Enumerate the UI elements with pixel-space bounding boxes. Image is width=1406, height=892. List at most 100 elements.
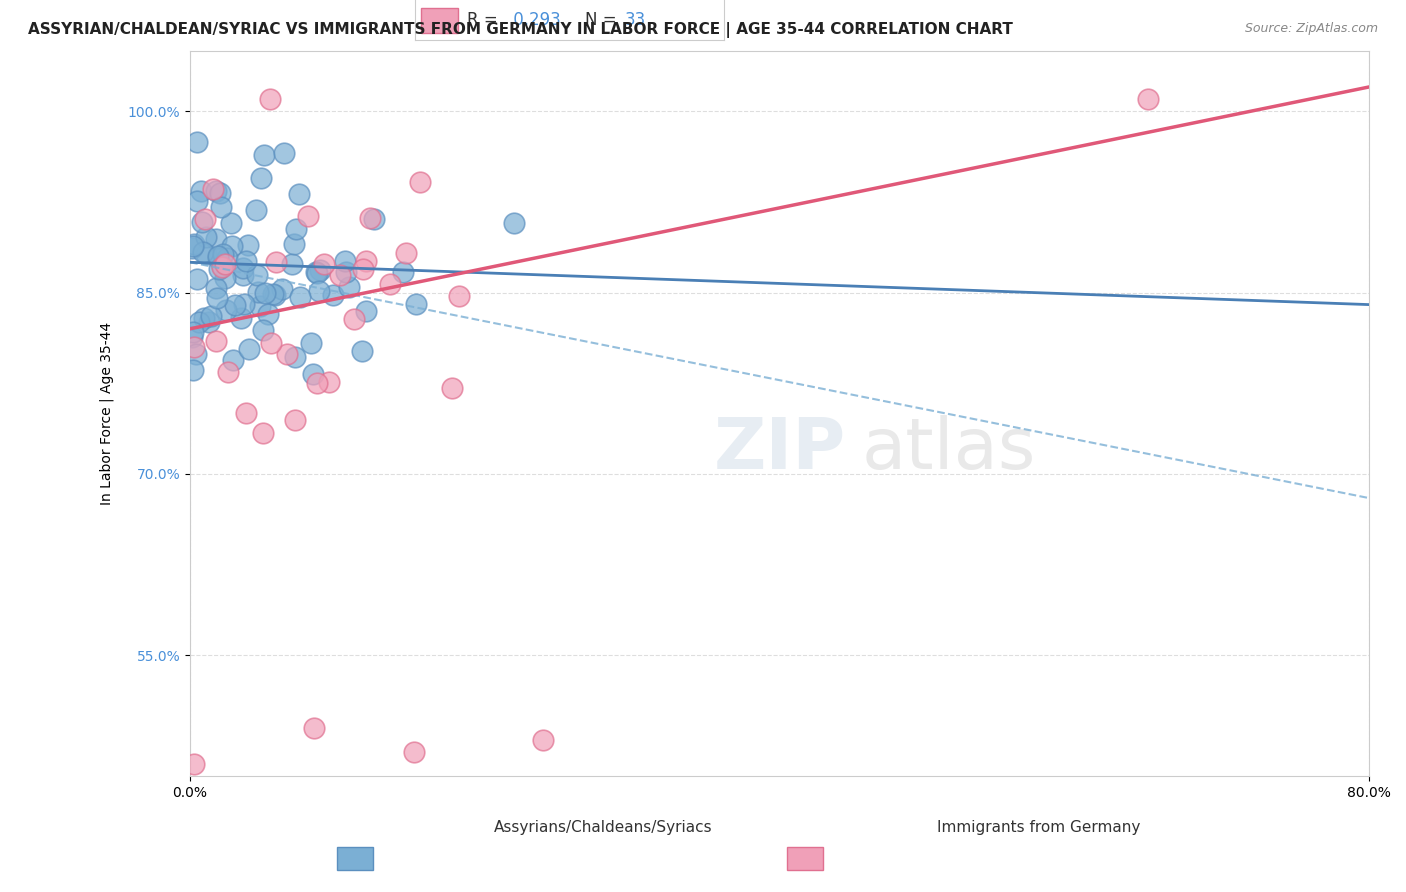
Point <box>186 272 208 286</box>
Point <box>260 336 283 351</box>
Point <box>211 260 233 274</box>
Text: Immigrants from Germany: Immigrants from Germany <box>938 820 1140 835</box>
Point <box>271 282 294 296</box>
Point <box>208 262 231 277</box>
Point <box>180 330 202 344</box>
Point <box>204 334 226 348</box>
Point <box>333 254 356 268</box>
Point <box>214 270 236 285</box>
Point <box>302 721 325 735</box>
Point <box>288 290 311 304</box>
Text: Source: ZipAtlas.com: Source: ZipAtlas.com <box>1244 22 1378 36</box>
Point <box>181 362 204 376</box>
Point <box>183 237 205 252</box>
Point <box>183 340 205 354</box>
FancyBboxPatch shape <box>420 8 458 32</box>
Point <box>217 365 239 379</box>
Point <box>322 288 344 302</box>
Point <box>297 210 319 224</box>
Point <box>264 254 287 268</box>
Point <box>288 187 311 202</box>
Text: 0.293: 0.293 <box>508 12 561 29</box>
Point <box>273 146 295 161</box>
Point <box>309 262 332 277</box>
Point <box>250 170 273 185</box>
Point <box>181 325 204 339</box>
Point <box>211 260 233 274</box>
Point <box>392 265 415 279</box>
Point <box>284 413 307 427</box>
Point <box>356 304 378 318</box>
Point <box>235 254 257 268</box>
Point <box>299 336 322 351</box>
Text: Assyrians/Chaldeans/Syriacs: Assyrians/Chaldeans/Syriacs <box>494 820 711 835</box>
Point <box>378 277 401 291</box>
Point <box>305 376 328 390</box>
Point <box>335 265 357 279</box>
Text: atlas: atlas <box>862 415 1036 484</box>
Point <box>207 249 229 263</box>
Point <box>205 291 228 305</box>
Text: ASSYRIAN/CHALDEAN/SYRIAC VS IMMIGRANTS FROM GERMANY IN LABOR FORCE | AGE 35-44 C: ASSYRIAN/CHALDEAN/SYRIAC VS IMMIGRANTS F… <box>28 22 1012 38</box>
Point <box>221 216 243 230</box>
Point <box>249 299 271 313</box>
Point <box>195 246 218 260</box>
Y-axis label: In Labor Force | Age 35-44: In Labor Force | Age 35-44 <box>100 322 114 505</box>
Point <box>337 279 360 293</box>
Point <box>305 266 328 280</box>
Point <box>222 352 245 367</box>
Point <box>200 309 222 323</box>
Point <box>238 342 260 356</box>
Point <box>202 182 225 196</box>
Point <box>405 297 427 311</box>
Point <box>205 280 228 294</box>
Point <box>221 239 243 253</box>
Point <box>215 252 238 266</box>
Point <box>209 200 232 214</box>
Point <box>232 260 254 275</box>
Point <box>245 203 267 218</box>
Point <box>502 216 524 230</box>
Point <box>246 268 269 283</box>
Point <box>215 303 238 318</box>
Text: R =: R = <box>467 12 503 29</box>
Point <box>284 350 307 364</box>
Point <box>305 265 328 279</box>
Point <box>246 285 269 299</box>
Point <box>214 257 236 271</box>
Point <box>190 185 212 199</box>
Point <box>183 239 205 253</box>
Point <box>186 136 208 150</box>
Point <box>193 311 215 326</box>
Point <box>395 245 418 260</box>
Text: 33: 33 <box>626 12 647 29</box>
Point <box>188 314 211 328</box>
Point <box>1137 92 1160 106</box>
Point <box>283 237 305 252</box>
Point <box>180 241 202 255</box>
Point <box>350 343 373 358</box>
Point <box>353 262 375 277</box>
Point <box>256 307 278 321</box>
Point <box>440 381 463 395</box>
Point <box>402 745 425 759</box>
Point <box>236 237 259 252</box>
Point <box>264 288 287 302</box>
Point <box>302 367 325 381</box>
Point <box>285 222 308 236</box>
Point <box>233 296 256 310</box>
Point <box>354 254 377 268</box>
Text: N =: N = <box>585 12 621 29</box>
Point <box>253 148 276 162</box>
Point <box>191 215 214 229</box>
Point <box>207 251 229 265</box>
Point <box>329 268 352 282</box>
Point <box>195 229 218 244</box>
Point <box>204 232 226 246</box>
Point <box>308 284 330 298</box>
Point <box>281 257 304 271</box>
Point <box>235 406 257 420</box>
Point <box>409 175 432 189</box>
Point <box>253 286 276 301</box>
Point <box>198 315 221 329</box>
